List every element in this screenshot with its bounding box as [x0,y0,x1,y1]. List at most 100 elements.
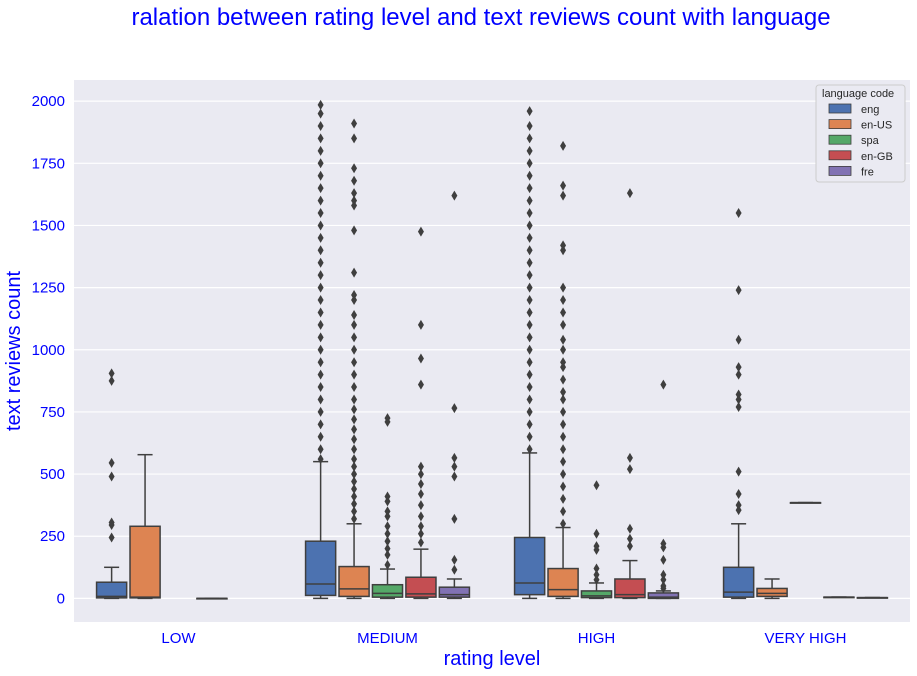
outlier-point [384,413,391,424]
outlier-point [560,344,567,355]
box-body [756,587,788,598]
box-body [547,567,579,598]
boxes-layer [95,99,889,600]
outlier-point [560,481,567,492]
outlier-point [735,334,742,345]
outlier-point [593,563,600,574]
outlier-point [735,488,742,499]
legend-swatch-en-GB [828,150,852,161]
box-body [580,590,613,599]
outlier-point [526,170,533,181]
box-eng-very-high [722,208,755,600]
outlier-point [317,454,324,465]
outlier-point [526,270,533,281]
outlier-point [417,379,424,390]
outlier-point [526,195,533,206]
outlier-point [317,344,324,355]
outlier-point [560,319,567,330]
plot-background [74,80,910,622]
outlier-point [593,569,600,580]
y-tick-label: 1250 [32,280,65,297]
box-en-US-very-high [756,578,788,600]
outlier-point [560,282,567,293]
outlier-point [560,419,567,430]
outlier-point [526,145,533,156]
outlier-point [317,382,324,393]
box-eng-medium [304,99,337,600]
legend-swatch-spa [828,134,852,145]
outlier-point [526,406,533,417]
outlier-point [351,506,358,517]
outlier-point [317,444,324,455]
box-body [371,583,404,598]
outlier-point [351,513,358,524]
outlier-point [526,106,533,117]
outlier-point [384,491,391,502]
outlier-point [351,491,358,502]
outlier-point [417,226,424,237]
outlier-point [526,307,533,318]
outlier-point [351,404,358,415]
outlier-point [417,511,424,522]
outlier-point [660,569,667,580]
outlier-point [317,319,324,330]
outlier-point [451,564,458,575]
outlier-point [351,424,358,435]
box-body [338,565,370,598]
outlier-point [351,382,358,393]
outlier-point [351,469,358,480]
outlier-point [560,518,567,529]
box-fre-very-high [856,596,889,599]
outlier-point [317,108,324,119]
outlier-point [560,394,567,405]
box-en-US-medium [338,118,370,600]
outlier-point [526,382,533,393]
outlier-point [451,190,458,201]
outlier-point [417,353,424,364]
box-body [129,525,161,599]
outlier-point [417,528,424,539]
outlier-point [108,368,115,379]
outlier-point [317,431,324,442]
outlier-point [560,469,567,480]
gridlines [74,100,910,599]
outlier-point [526,220,533,231]
outlier-point [560,240,567,251]
outlier-point [108,532,115,543]
outlier-point [317,120,324,131]
outlier-point [660,554,667,565]
outlier-point [108,375,115,386]
outlier-point [526,344,533,355]
outlier-point [351,483,358,494]
outlier-point [735,285,742,296]
outlier-point [560,374,567,385]
outlier-point [560,140,567,151]
outlier-point [317,419,324,430]
x-tick-label-low: LOW [161,630,196,647]
legend-label-en-US: en-US [861,120,892,132]
y-tick-label: 2000 [32,93,65,110]
outlier-point [317,232,324,243]
outlier-point [317,394,324,405]
outlier-point [626,452,633,463]
outlier-point [317,145,324,156]
outlier-point [351,332,358,343]
outlier-point [417,521,424,532]
outlier-point [526,120,533,131]
outlier-point [317,220,324,231]
outlier-point [351,267,358,278]
outlier-point [560,456,567,467]
outlier-point [351,357,358,368]
outlier-point [317,170,324,181]
outlier-point [626,464,633,475]
box-spa-very-high [789,501,822,504]
outlier-point [526,133,533,144]
outlier-point [351,195,358,206]
outlier-point [526,158,533,169]
outlier-point [317,257,324,268]
outlier-point [351,434,358,445]
outlier-point [560,406,567,417]
legend-label-eng: eng [861,104,879,116]
y-tick-label: 500 [40,466,65,483]
